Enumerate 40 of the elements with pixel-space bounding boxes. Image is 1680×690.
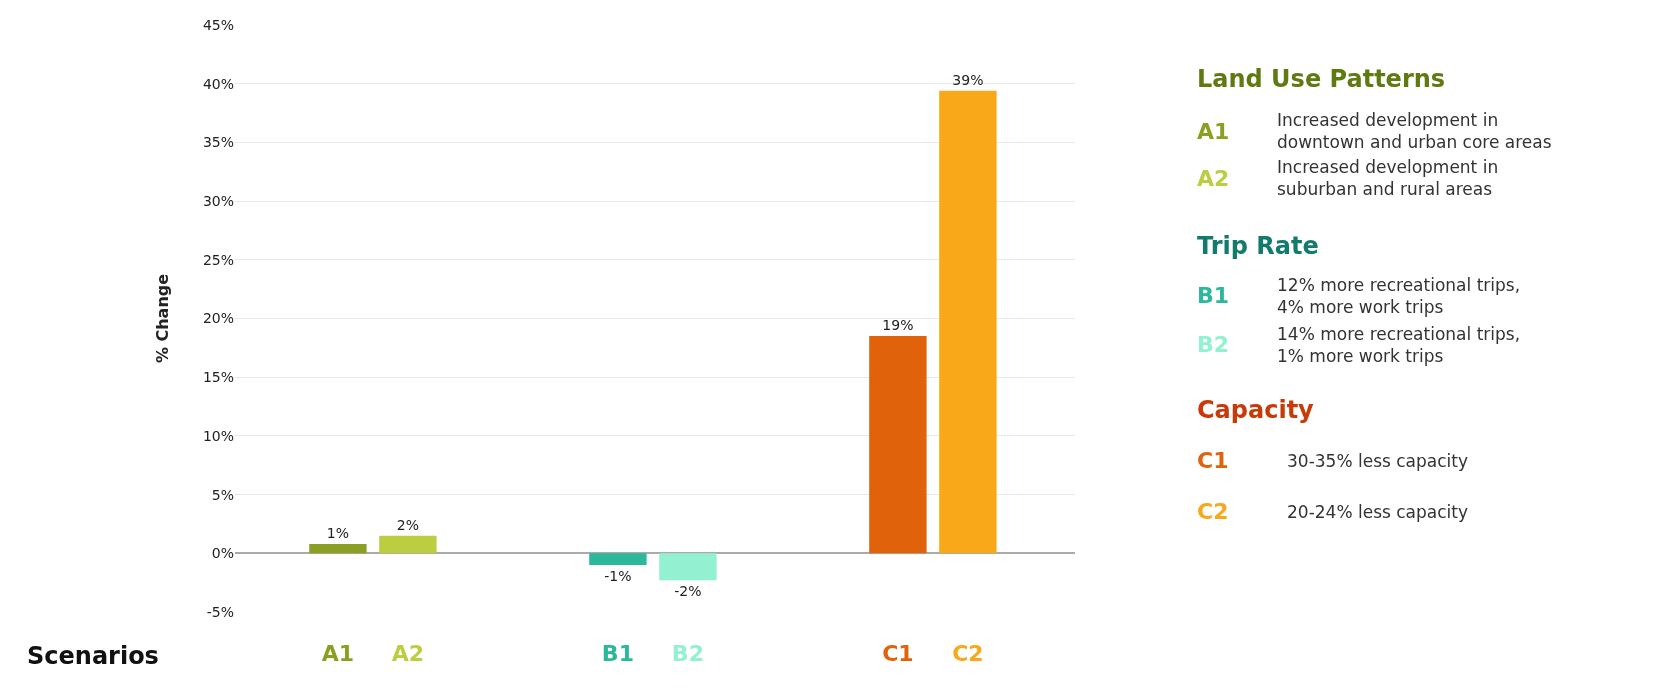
x-tick-label: B2 xyxy=(671,641,704,666)
text: Increased development in downtown and urban core areas xyxy=(1277,110,1552,153)
category-label: B1 xyxy=(1197,283,1230,308)
y-tick-label: 30% xyxy=(202,193,234,209)
x-tick-label: A1 xyxy=(321,641,355,666)
category-label: A1 xyxy=(1197,119,1230,144)
data-label: 2% xyxy=(396,516,420,533)
text: 20-24% less capacity xyxy=(1287,502,1469,522)
category-label: C2 xyxy=(1197,499,1229,524)
y-tick-label: 25% xyxy=(202,251,234,268)
text: Capacity xyxy=(1197,396,1315,424)
data-label: 19% xyxy=(882,317,914,334)
y-tick-label: 5% xyxy=(211,486,234,503)
y-tick-label: 35% xyxy=(202,134,234,151)
data-label: -1% xyxy=(604,568,632,585)
y-tick-label: 10% xyxy=(202,427,234,444)
category-label: A2 xyxy=(1197,166,1230,191)
y-tick-label: 15% xyxy=(202,369,234,386)
text: 30-35% less capacity xyxy=(1287,451,1469,471)
y-tick-label: 0% xyxy=(211,545,234,562)
category-label: C1 xyxy=(1197,448,1229,473)
x-axis-title: Scenarios xyxy=(27,642,159,670)
x-tick-label: C2 xyxy=(952,641,984,666)
y-axis-title: % Change xyxy=(152,273,172,364)
x-tick-label: C1 xyxy=(882,641,914,666)
text: 14% more recreational trips, 1% more work trips xyxy=(1277,324,1521,367)
category-label: B2 xyxy=(1197,332,1230,357)
data-label: 39% xyxy=(952,71,984,88)
data-label: -2% xyxy=(674,583,702,600)
y-tick-label: -5% xyxy=(206,603,234,620)
text: Land Use Patterns xyxy=(1197,65,1446,93)
y-tick-label: 40% xyxy=(202,75,234,92)
x-tick-label: A2 xyxy=(391,641,425,666)
text: 12% more recreational trips, 4% more work trips xyxy=(1277,275,1521,318)
text: Trip Rate xyxy=(1197,232,1319,260)
y-tick-label: 20% xyxy=(202,310,234,327)
y-tick-label: 45% xyxy=(202,16,234,33)
x-tick-label: B1 xyxy=(601,641,634,666)
text: Increased development in suburban and rural areas xyxy=(1277,157,1499,200)
data-label: 1% xyxy=(326,524,350,541)
